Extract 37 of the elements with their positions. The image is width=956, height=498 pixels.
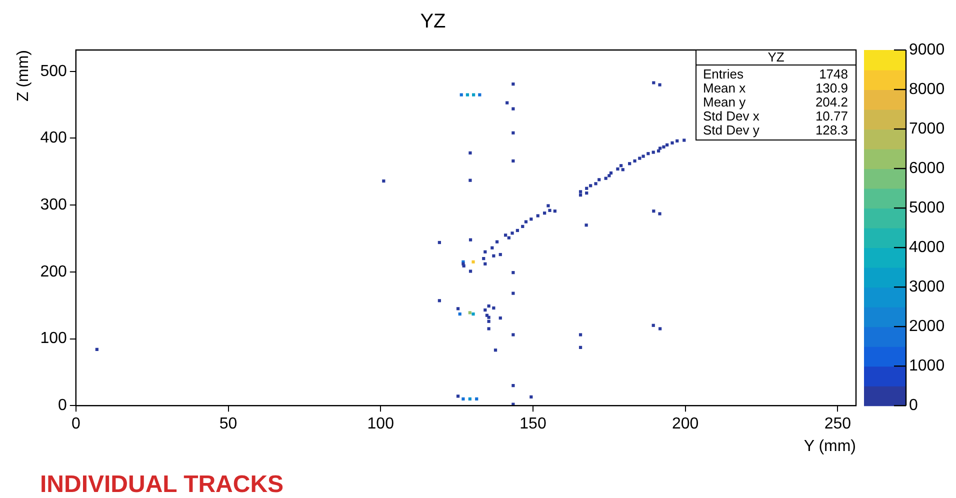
y-tick-label: 500 (40, 62, 67, 80)
color-bar-label: 3000 (909, 278, 945, 296)
x-tick-label: 250 (824, 416, 852, 433)
y-tick-label: 400 (40, 130, 67, 147)
annotation: 10.77 (815, 108, 848, 124)
annotation: Mean y (703, 94, 746, 110)
x-tick-label: 0 (71, 416, 80, 433)
y-tick-label: 0 (58, 397, 67, 414)
annotation: Std Dev y (703, 122, 760, 138)
y-tick-label: 100 (40, 330, 67, 348)
color-bar-label: 8000 (909, 80, 945, 98)
annotation: Std Dev x (703, 108, 760, 124)
x-tick-label: 100 (367, 416, 394, 433)
x-tick-label: 200 (672, 416, 699, 433)
annotation: Mean x (703, 80, 746, 96)
y-axis-title: Z (mm) (15, 50, 32, 102)
annotation: YZ (768, 50, 784, 65)
color-bar-label: 5000 (909, 199, 945, 216)
color-bar-label: 1000 (909, 357, 945, 374)
color-bar-label: 7000 (909, 120, 945, 138)
chart-title: YZ (420, 10, 446, 33)
color-bar-label: 4000 (909, 238, 945, 256)
x-axis-title: Y (mm) (804, 438, 856, 455)
color-bar-label: 0 (909, 397, 918, 414)
annotation: 204.2 (815, 94, 848, 110)
y-tick-label: 200 (40, 263, 67, 280)
color-bar-label: 6000 (909, 160, 945, 177)
annotation: 130.9 (815, 80, 848, 96)
color-bar-label: 2000 (909, 318, 945, 335)
x-tick-label: 150 (520, 416, 546, 433)
annotation: 128.3 (815, 122, 848, 138)
x-tick-label: 50 (219, 416, 238, 433)
color-bar-label: 9000 (909, 41, 945, 58)
annotation: 1748 (819, 66, 848, 82)
annotation: Entries (703, 66, 744, 82)
y-tick-label: 300 (40, 196, 67, 214)
text: INDIVIDUAL TRACKS (40, 471, 284, 498)
